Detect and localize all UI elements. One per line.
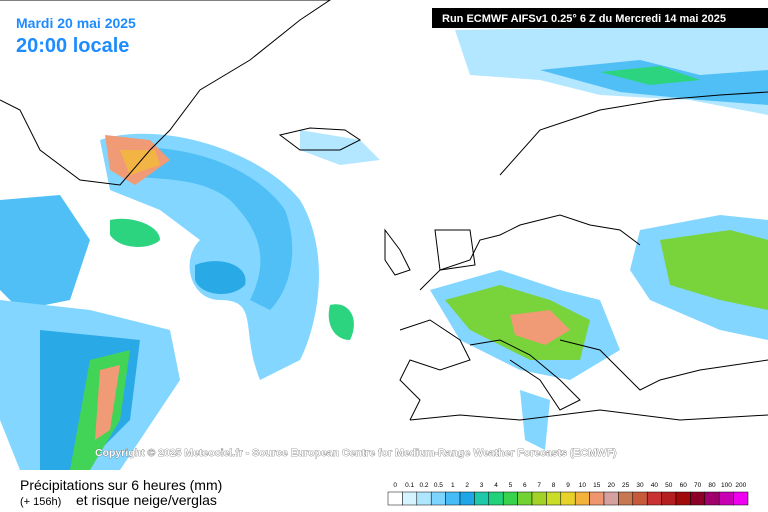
- legend-swatch: [690, 491, 706, 506]
- legend-swatch: [488, 491, 504, 506]
- legend-label: 3: [480, 482, 484, 489]
- legend-swatch: [718, 491, 734, 506]
- legend-swatch: [387, 491, 403, 506]
- legend-label: 0.2: [419, 482, 428, 489]
- legend-label: 4: [494, 482, 498, 489]
- run-label: Run ECMWF AIFSv1 0.25° 6 Z du Mercredi 1…: [442, 13, 726, 25]
- legend-swatch: [416, 491, 432, 506]
- legend-swatch: [704, 491, 720, 506]
- legend-swatch: [589, 491, 605, 506]
- footer-subtitle: et risque neige/verglas: [76, 492, 217, 508]
- legend-swatch: [531, 491, 547, 506]
- legend-label: 100: [721, 482, 732, 489]
- legend-label: 200: [735, 482, 746, 489]
- legend-label: 0.5: [434, 482, 443, 489]
- legend-label: 60: [680, 482, 688, 489]
- legend-swatch: [430, 491, 446, 506]
- coastlines: [0, 0, 768, 421]
- color-legend: 0 0.1 0.2 0.5 1 2 3 4 5 6 7 8 9 10 15 20 25 30 40 50 60 70 80 1…: [387, 482, 749, 506]
- legend-swatch: [459, 491, 475, 506]
- legend-swatch: [603, 491, 619, 506]
- legend-swatch: [733, 491, 749, 506]
- legend-label: 70: [694, 482, 702, 489]
- legend-label: 0.1: [405, 482, 414, 489]
- run-box: [432, 8, 768, 28]
- legend-label: 1: [451, 482, 455, 489]
- legend-label: 0: [393, 482, 397, 489]
- legend-swatch: [661, 491, 677, 506]
- legend-label: 50: [665, 482, 673, 489]
- legend-label: 40: [651, 482, 659, 489]
- copyright: Copyright © 2025 Meteociel.fr - Source E…: [95, 447, 617, 459]
- legend-swatch: [474, 491, 490, 506]
- legend-label: 9: [566, 482, 570, 489]
- legend-swatch: [675, 491, 691, 506]
- legend-label: 10: [579, 482, 587, 489]
- legend-swatch: [560, 491, 576, 506]
- legend-swatch: [517, 491, 533, 506]
- footer-title: Précipitations sur 6 heures (mm): [20, 477, 222, 493]
- legend-label: 15: [593, 482, 601, 489]
- legend-swatch: [574, 491, 590, 506]
- legend-swatch: [502, 491, 518, 506]
- legend-label: 80: [708, 482, 716, 489]
- legend-swatch: [402, 491, 418, 506]
- legend-swatch: [445, 491, 461, 506]
- legend-label: 8: [552, 482, 556, 489]
- time-label: 20:00 locale: [16, 35, 129, 57]
- precipitation-field: [0, 25, 768, 470]
- footer-lead: (+ 156h): [20, 496, 61, 508]
- date-label: Mardi 20 mai 2025: [16, 15, 136, 31]
- legend-label: 2: [465, 482, 469, 489]
- legend-label: 5: [509, 482, 513, 489]
- legend-label: 6: [523, 482, 527, 489]
- legend-swatch: [646, 491, 662, 506]
- legend-swatch: [618, 491, 634, 506]
- legend-label: 20: [608, 482, 616, 489]
- legend-label: 7: [537, 482, 541, 489]
- legend-label: 25: [622, 482, 630, 489]
- legend-swatch: [632, 491, 648, 506]
- legend-label: 30: [636, 482, 644, 489]
- legend-swatch: [546, 491, 562, 506]
